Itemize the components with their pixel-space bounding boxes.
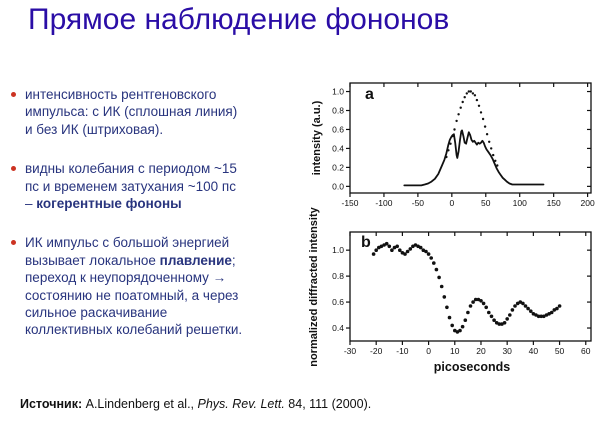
bullet-marker-icon xyxy=(11,240,16,246)
svg-text:-30: -30 xyxy=(344,346,357,356)
svg-text:-100: -100 xyxy=(375,198,392,208)
chart-a: -150 -100 -50 0 50 100 150 200 0.0 0.2 0.4 0.6 0.8 1.… xyxy=(303,73,599,216)
svg-text:150: 150 xyxy=(547,198,561,208)
bullet-text: ИК импульс с большой энергией вызывает ло… xyxy=(25,235,243,338)
chart-a-panel-label: a xyxy=(365,86,374,103)
svg-text:100: 100 xyxy=(513,198,527,208)
svg-text:0.6: 0.6 xyxy=(332,124,344,134)
svg-text:0: 0 xyxy=(449,198,454,208)
svg-text:60: 60 xyxy=(581,346,591,356)
svg-text:40: 40 xyxy=(529,346,539,356)
source-volume: 84, 111 (2000). xyxy=(284,397,372,411)
svg-text:0.2: 0.2 xyxy=(332,162,344,172)
svg-text:0.8: 0.8 xyxy=(332,106,344,116)
chart-a-ylabel: intensity (a.u.) xyxy=(311,100,323,176)
source-authors: A.Lindenberg et al., xyxy=(82,397,198,411)
svg-text:0.4: 0.4 xyxy=(332,143,344,153)
chart-a-plot: -150 -100 -50 0 50 100 150 200 0.0 0.2 0.4 0.6 0.8 1.… xyxy=(332,82,595,208)
svg-text:-20: -20 xyxy=(370,346,383,356)
bullet-marker-icon xyxy=(11,92,16,97)
chart-b-plot: -30 -20 -10 0 10 20 30 40 50 60 0.4 0.6 0.8 1.0 xyxy=(332,231,592,356)
svg-text:20: 20 xyxy=(476,346,486,356)
source-label: Источник: xyxy=(20,397,83,411)
svg-text:50: 50 xyxy=(481,198,491,208)
svg-text:0.8: 0.8 xyxy=(332,271,344,281)
svg-text:1.0: 1.0 xyxy=(332,245,344,255)
chart-b-panel-label: b xyxy=(361,234,371,251)
page-title: Прямое наблюдение фононов xyxy=(28,3,450,36)
svg-text:30: 30 xyxy=(502,346,512,356)
bullet-item-2: видны колебания с периодом ~15 пс и време… xyxy=(8,160,304,212)
bullet-list: интенсивность рентгеновского импульса: с … xyxy=(8,86,304,361)
chart-b: -30 -20 -10 0 10 20 30 40 50 60 0.4 0.6 0.8 1.0 norma… xyxy=(303,207,599,388)
svg-text:0.0: 0.0 xyxy=(332,181,344,191)
chart-b-ylabel: normalized diffracted intensity xyxy=(308,207,320,367)
bullet-item-3: ИК импульс с большой энергией вызывает ло… xyxy=(8,234,304,338)
bullet-text: видны колебания с периодом ~15 пс и време… xyxy=(25,161,237,212)
svg-text:-10: -10 xyxy=(396,346,409,356)
bullet-marker-icon xyxy=(11,166,16,172)
source-citation: Источник: A.Lindenberg et al., Phys. Rev… xyxy=(20,397,371,411)
svg-text:0.6: 0.6 xyxy=(332,297,344,307)
svg-text:10: 10 xyxy=(450,346,460,356)
bullet-text: интенсивность рентгеновского импульса: с … xyxy=(25,87,238,137)
source-journal: Phys. Rev. Lett. xyxy=(197,397,285,411)
svg-text:0: 0 xyxy=(426,346,431,356)
svg-text:50: 50 xyxy=(555,346,565,356)
svg-text:0.4: 0.4 xyxy=(332,323,344,333)
bullet-item-1: интенсивность рентгеновского импульса: с … xyxy=(8,86,304,138)
svg-text:200: 200 xyxy=(581,198,595,208)
svg-text:-150: -150 xyxy=(341,198,358,208)
chart-b-xlabel: picoseconds xyxy=(433,360,511,374)
svg-text:1.0: 1.0 xyxy=(332,87,344,97)
svg-text:-50: -50 xyxy=(412,198,425,208)
